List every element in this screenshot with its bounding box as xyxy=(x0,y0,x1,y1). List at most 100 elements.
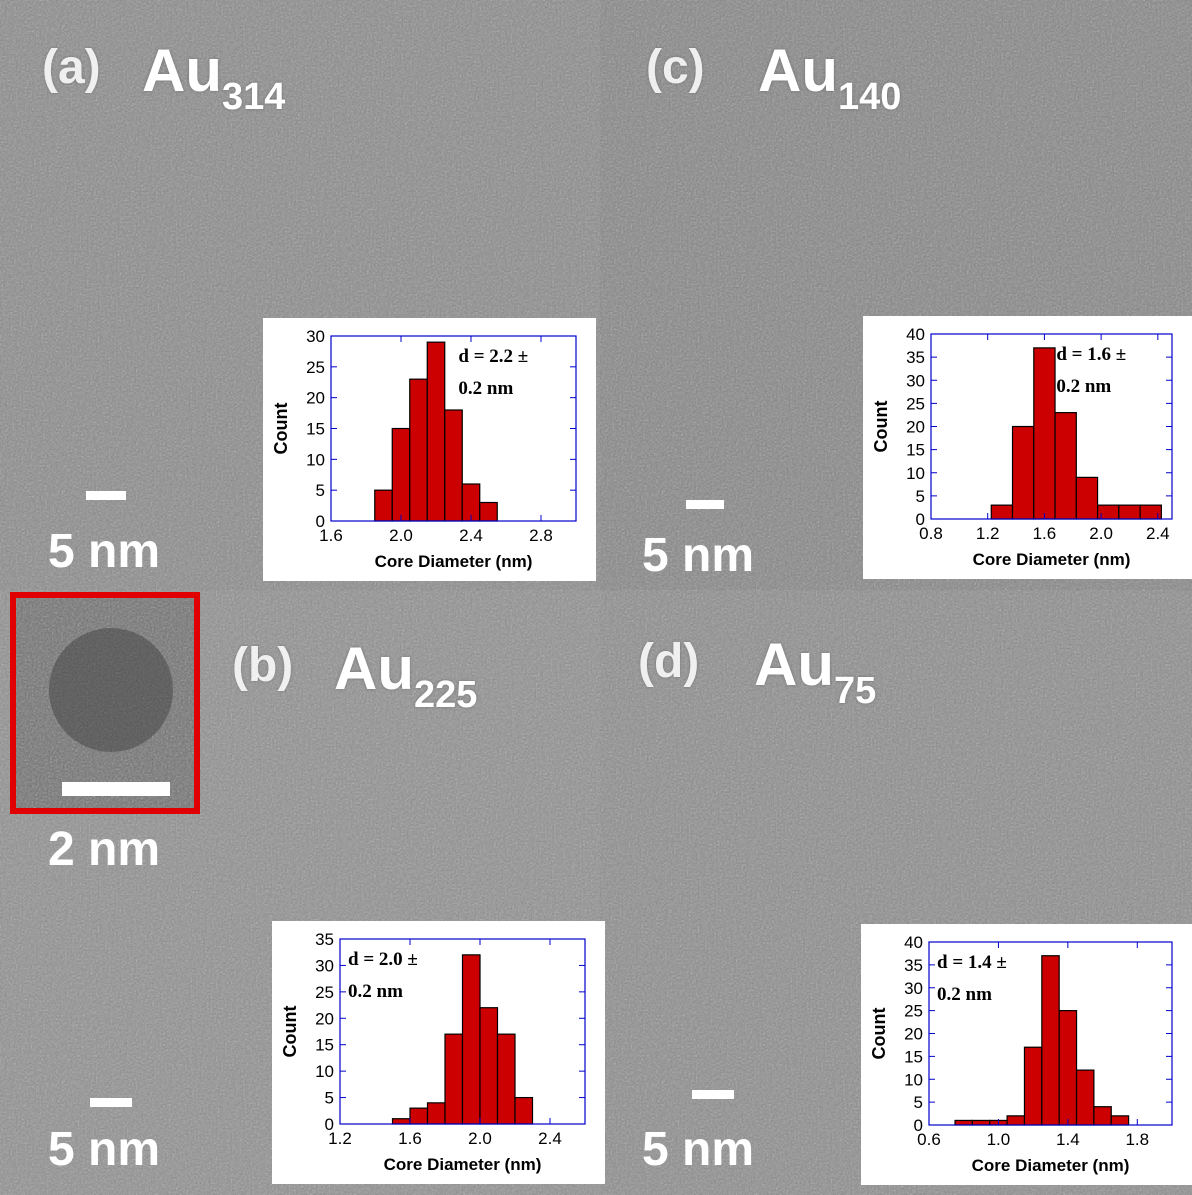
y-tick-label: 0 xyxy=(325,1115,334,1134)
y-axis-label: Count xyxy=(869,1008,889,1060)
scale-bar-c xyxy=(686,500,724,509)
std-annotation: 0.2 nm xyxy=(458,378,513,399)
scale-bar-a xyxy=(86,491,126,500)
histogram-svg-b: 1.2 1.6 2.0 2.4 0 5 10 15 20 25 30 35 Core Diameter … xyxy=(280,930,586,1174)
species-base-c: Au xyxy=(758,37,838,104)
histogram-bar xyxy=(409,1107,429,1125)
scale-label-a: 5 nm xyxy=(48,525,161,578)
histogram-bar xyxy=(1075,1069,1095,1126)
x-axis-label: Core Diameter (nm) xyxy=(973,550,1131,569)
x-tick-label: 0.6 xyxy=(917,1130,941,1149)
scale-label-b: 5 nm xyxy=(48,1123,161,1176)
x-axis-label: Core Diameter (nm) xyxy=(972,1156,1130,1175)
histogram-svg-c: 0.8 1.2 1.6 2.0 2.4 0 5 10 15 20 25 30 35 40 Core Diam… xyxy=(871,325,1173,569)
histogram-bar xyxy=(426,341,446,522)
x-tick-label: 1.0 xyxy=(987,1130,1011,1149)
histogram-bar xyxy=(461,954,481,1125)
y-tick-label: 30 xyxy=(315,956,334,975)
y-tick-label: 35 xyxy=(904,956,923,975)
hrtem-zoom-inset xyxy=(10,592,200,814)
y-tick-label: 20 xyxy=(906,418,925,437)
x-tick-label: 1.2 xyxy=(976,524,1000,543)
y-tick-label: 5 xyxy=(914,1093,923,1112)
histogram-svg-a: 1.6 2.0 2.4 2.8 0 5 10 15 20 25 30 Core Diameter (n… xyxy=(271,327,577,571)
hrtem-zoom-image xyxy=(16,598,194,808)
y-tick-label: 20 xyxy=(904,1025,923,1044)
scale-label-c: 5 nm xyxy=(642,529,755,582)
y-tick-label: 40 xyxy=(906,325,925,344)
y-tick-label: 20 xyxy=(306,389,325,408)
species-base-a: Au xyxy=(142,37,222,104)
y-tick-label: 40 xyxy=(904,933,923,952)
zoom-scale-label: 2 nm xyxy=(48,823,161,876)
panel-letter-d: (d) xyxy=(638,635,700,688)
x-axis-label: Core Diameter (nm) xyxy=(384,1155,542,1174)
y-tick-label: 30 xyxy=(306,327,325,346)
y-tick-label: 10 xyxy=(306,450,325,469)
x-tick-label: 2.4 xyxy=(538,1129,562,1148)
histogram-c: 0.8 1.2 1.6 2.0 2.4 0 5 10 15 20 25 30 35 40 Core Diam… xyxy=(863,316,1192,579)
x-tick-label: 1.6 xyxy=(398,1129,422,1148)
x-tick-label: 2.0 xyxy=(468,1129,492,1148)
histogram-bar xyxy=(1033,347,1056,520)
y-tick-label: 35 xyxy=(315,930,334,949)
std-annotation: 0.2 nm xyxy=(1056,376,1111,397)
species-base-b: Au xyxy=(334,635,414,702)
y-tick-label: 15 xyxy=(906,441,925,460)
histogram-bar xyxy=(444,409,463,522)
x-tick-label: 2.0 xyxy=(1089,524,1113,543)
y-tick-label: 30 xyxy=(906,371,925,390)
histogram-bar xyxy=(1075,476,1099,520)
x-axis-label: Core Diameter (nm) xyxy=(375,552,533,571)
std-annotation: 0.2 nm xyxy=(348,981,403,1002)
mean-diameter-annotation: d = 2.0 ± xyxy=(348,949,418,970)
histogram-bar xyxy=(1041,955,1060,1126)
histogram-bar xyxy=(426,1102,446,1125)
species-label-d: Au75 xyxy=(754,630,876,713)
histogram-bar xyxy=(1023,1046,1043,1126)
species-base-d: Au xyxy=(754,631,834,698)
y-tick-label: 25 xyxy=(306,358,325,377)
y-tick-label: 10 xyxy=(315,1062,334,1081)
panel-letter-c: (c) xyxy=(646,41,705,94)
y-tick-label: 0 xyxy=(916,510,925,529)
x-tick-label: 1.6 xyxy=(1033,524,1057,543)
y-tick-label: 0 xyxy=(316,512,325,531)
mean-diameter-annotation: d = 1.6 ± xyxy=(1056,344,1126,365)
y-tick-label: 25 xyxy=(906,394,925,413)
y-tick-label: 5 xyxy=(325,1089,334,1108)
histogram-bar xyxy=(1054,412,1077,520)
histogram-bar xyxy=(1118,504,1141,520)
histogram-bar xyxy=(954,1119,973,1126)
y-tick-label: 5 xyxy=(916,487,925,506)
y-tick-label: 15 xyxy=(306,420,325,439)
y-tick-label: 15 xyxy=(904,1047,923,1066)
x-tick-label: 2.4 xyxy=(459,526,483,545)
species-label-a: Au314 xyxy=(142,36,285,119)
histogram-bar xyxy=(374,489,393,522)
histogram-bar xyxy=(1110,1115,1130,1126)
x-tick-label: 1.4 xyxy=(1056,1130,1080,1149)
species-sub-a: 314 xyxy=(221,76,286,118)
x-tick-label: 2.4 xyxy=(1146,524,1170,543)
histogram-bar xyxy=(1058,1010,1078,1126)
y-tick-label: 10 xyxy=(904,1070,923,1089)
species-sub-d: 75 xyxy=(833,670,877,712)
histogram-bar xyxy=(444,1033,464,1125)
histogram-bar xyxy=(391,427,411,522)
x-tick-label: 0.8 xyxy=(919,524,943,543)
plot-frame xyxy=(339,938,586,1125)
y-tick-label: 0 xyxy=(914,1116,923,1135)
species-label-b: Au225 xyxy=(334,634,477,717)
tem-panel-a: (a) Au314 5 nm xyxy=(0,0,600,590)
histogram-bar xyxy=(514,1096,534,1125)
y-axis-label: Count xyxy=(871,401,891,453)
histogram-svg-d: 0.6 1.0 1.4 1.8 0 5 10 15 20 25 30 35 40 Core Diamete… xyxy=(869,933,1173,1175)
histogram-bar xyxy=(1011,425,1035,520)
scale-bar-d-main xyxy=(692,1090,734,1099)
y-tick-label: 35 xyxy=(906,348,925,367)
panel-letter-a: (a) xyxy=(42,41,101,94)
mean-diameter-annotation: d = 1.4 ± xyxy=(937,952,1007,973)
histogram-bar xyxy=(971,1119,991,1126)
x-tick-label: 2.8 xyxy=(529,526,553,545)
